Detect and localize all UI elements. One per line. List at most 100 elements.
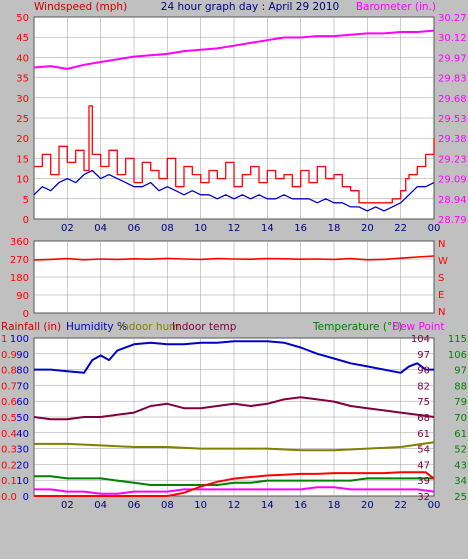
climate-axes: 10.90.80.70.60.50.40.30.20.10.0100908070… [1, 334, 467, 503]
rainfall-line [34, 471, 435, 497]
barometer-tick-label: 29.53 [438, 114, 467, 125]
climate-series [33, 340, 435, 497]
rainfall-tick-label: 0.2 [1, 460, 17, 471]
rainfall-tick-label: 0.3 [1, 445, 17, 456]
humidity-tick-label: 50 [16, 413, 29, 424]
barometer-tick-label: 28.79 [438, 215, 467, 226]
temperature-tick-label: 88 [454, 381, 467, 392]
indoor-temp-tick-label: 82 [417, 381, 430, 392]
x-tick-label: 10 [194, 500, 207, 511]
barometer-tick-label: 29.09 [438, 175, 467, 186]
direction-tick-label: 180 [10, 273, 29, 284]
rainfall-tick-label: 0.7 [1, 381, 17, 392]
x-tick-label: 12 [228, 223, 241, 234]
x-tick-label: 16 [294, 500, 307, 511]
windspeed-tick-label: 0 [23, 215, 29, 226]
direction-axis: 360 270 180 90 0 [10, 237, 29, 320]
temperature-tick-label: 79 [454, 397, 467, 408]
windspeed-line [34, 105, 435, 204]
windspeed-tick-label: 35 [16, 74, 29, 85]
temperature-tick-label: 115 [448, 334, 467, 345]
x-tick-label: 14 [261, 500, 274, 511]
windspeed-tick-label: 20 [16, 134, 29, 145]
x-tick-label: 12 [228, 500, 241, 511]
x-tick-label: 16 [294, 223, 307, 234]
compass-letter: N [438, 307, 445, 318]
direction-tick-label: 270 [10, 255, 29, 266]
rainfall-tick-label: 0.9 [1, 350, 17, 361]
temperature-tick-label: 97 [454, 366, 467, 377]
x-tick-label: 00 [428, 500, 441, 511]
direction-tick-label: 0 [23, 309, 29, 320]
rainfall-tick-label: 0.0 [1, 492, 17, 503]
indoor-temp-tick-label: 47 [417, 460, 430, 471]
wind-baro-series [33, 29, 435, 212]
x-tick-label: 22 [394, 223, 407, 234]
indoor-temp-tick-label: 32 [417, 492, 430, 503]
barometer-tick-label: 30.12 [438, 33, 467, 44]
windspeed-tick-label: 5 [23, 195, 29, 206]
wind-direction-line [33, 255, 435, 261]
barometer-line [33, 29, 435, 70]
indoor-hum-title: Indoor hum [119, 321, 179, 333]
barometer-tick-label: 29.97 [438, 53, 467, 64]
barometer-tick-label: 29.83 [438, 74, 467, 85]
x-tick-label: 20 [361, 223, 374, 234]
barometer-axis: 30.27 30.12 29.97 29.83 29.68 29.53 29.38 29.23… [438, 13, 467, 226]
x-tick-label: 04 [94, 500, 107, 511]
indoor-temp-tick-label: 68 [417, 413, 430, 424]
wind-baro-x-axis: 02 04 06 08 10 12 14 16 18 20 22 00 [61, 223, 440, 234]
direction-tick-label: 90 [16, 291, 29, 302]
humidity-tick-label: 100 [10, 334, 29, 345]
x-tick-label: 14 [261, 223, 274, 234]
x-tick-label: 00 [428, 223, 441, 234]
humidity-tick-label: 70 [16, 381, 29, 392]
windspeed-tick-label: 30 [16, 94, 29, 105]
temperature-line [34, 475, 434, 486]
indoor-temp-tick-label: 104 [411, 334, 430, 345]
temperature-tick-label: 52 [454, 445, 467, 456]
x-tick-label: 06 [128, 223, 141, 234]
humidity-title: Humidity % [66, 321, 127, 333]
barometer-tick-label: 29.68 [438, 94, 467, 105]
barometer-title: Barometer (in.) [356, 1, 436, 13]
indoor-temp-tick-label: 54 [417, 445, 430, 456]
rainfall-tick-label: 0.4 [1, 429, 17, 440]
indoor-temp-tick-label: 61 [417, 429, 430, 440]
humidity-tick-label: 20 [16, 460, 29, 471]
compass-letter: S [438, 273, 444, 284]
compass-letter: W [438, 256, 448, 267]
direction-series [33, 255, 435, 261]
compass-letter: N [438, 239, 445, 250]
windspeed-average-line [33, 169, 435, 212]
x-tick-label: 10 [194, 223, 207, 234]
indoor-temp-title: Indoor temp [172, 321, 237, 333]
rainfall-tick-label: 0.6 [1, 397, 17, 408]
temperature-title: Temperature (°F) [312, 321, 402, 333]
indoor-temp-line [33, 396, 435, 421]
climate-x-axis: 02 04 06 08 10 12 14 16 18 20 22 00 [61, 500, 440, 511]
humidity-tick-label: 10 [16, 476, 29, 487]
indoor-humidity-line [34, 441, 435, 452]
windspeed-tick-label: 45 [16, 33, 29, 44]
temperature-tick-label: 106 [448, 350, 467, 361]
humidity-tick-label: 30 [16, 445, 29, 456]
rainfall-tick-label: 0.8 [1, 366, 17, 377]
x-tick-label: 08 [161, 500, 174, 511]
rainfall-tick-label: 0.5 [1, 413, 17, 424]
compass-letter: E [438, 290, 444, 301]
x-tick-label: 22 [394, 500, 407, 511]
temperature-tick-label: 43 [454, 460, 467, 471]
indoor-temp-tick-label: 97 [417, 350, 430, 361]
barometer-tick-label: 29.38 [438, 134, 467, 145]
temperature-tick-label: 34 [454, 476, 467, 487]
x-tick-label: 18 [328, 500, 341, 511]
climate-grid [34, 338, 434, 496]
windspeed-tick-label: 25 [16, 114, 29, 125]
windspeed-tick-label: 50 [16, 13, 29, 24]
temperature-tick-label: 70 [454, 413, 467, 424]
rainfall-tick-label: 0.1 [1, 476, 17, 487]
